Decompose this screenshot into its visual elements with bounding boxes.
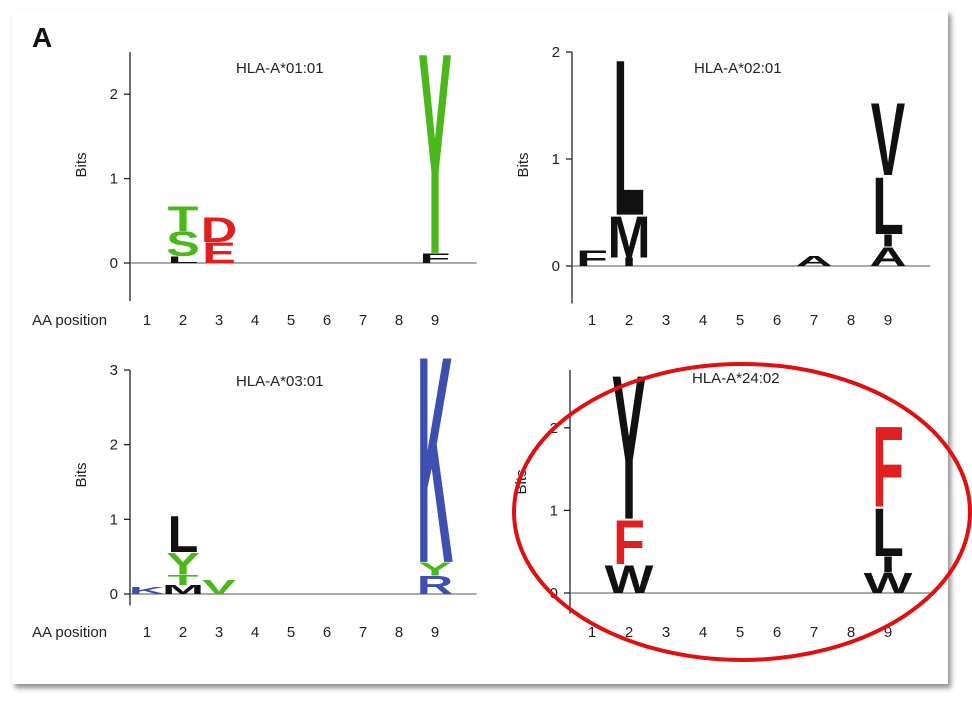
- x-tick-label: 6: [323, 312, 331, 329]
- x-tick-label: 9: [884, 312, 892, 329]
- x-tick-label: 6: [323, 624, 331, 641]
- logo-letter-t: T: [168, 200, 199, 239]
- panel-label: A: [32, 22, 53, 53]
- logo-letter-i: I: [622, 255, 636, 268]
- panel-title: HLA-A*02:01: [694, 60, 782, 77]
- figure-frame: [12, 10, 948, 684]
- panel-title: HLA-A*24:02: [692, 370, 780, 387]
- x-tick-label: 5: [736, 624, 744, 641]
- x-tick-label: 9: [431, 624, 439, 641]
- x-tick-label: 7: [810, 312, 818, 329]
- x-tick-label: 9: [431, 312, 439, 329]
- logo-letter-v: V: [202, 576, 236, 599]
- x-tick-label: 4: [251, 624, 259, 641]
- y-axis-label: Bits: [515, 152, 532, 177]
- logo-letter-y: Y: [418, 0, 452, 314]
- panel-title: HLA-A*03:01: [236, 373, 324, 390]
- logo-letter-l: L: [168, 254, 199, 265]
- logo-letter-m: M: [162, 583, 204, 597]
- y-axis-label: Bits: [73, 152, 90, 177]
- y-tick-label: 1: [110, 171, 118, 188]
- logo-letter-s: S: [166, 225, 200, 264]
- logo-letter-w: W: [864, 567, 913, 599]
- x-tick-label: 3: [662, 312, 670, 329]
- logo-letter-k: K: [129, 585, 165, 597]
- x-tick-label: 2: [179, 312, 187, 329]
- y-tick-label: 2: [110, 437, 118, 454]
- logo-letter-m: M: [607, 204, 650, 270]
- y-tick-label: 1: [552, 151, 560, 168]
- x-tick-label: 7: [810, 624, 818, 641]
- y-tick-label: 2: [110, 86, 118, 103]
- x-tick-label: 1: [588, 312, 596, 329]
- logo-letter-t: T: [168, 572, 199, 588]
- logo-panel-3: HLA-A*03:01 0 1 2 3 Bits 1 2 3 4 5 6 7 8 9 AA position K…: [32, 294, 477, 641]
- x-tick-label: 2: [625, 624, 633, 641]
- highlight-ellipse: [512, 362, 972, 662]
- logo-letter-l: L: [168, 505, 199, 563]
- y-tick-label: 0: [110, 255, 118, 272]
- x-tick-label: 5: [287, 312, 295, 329]
- x-tick-label: 1: [588, 624, 596, 641]
- y-tick-label: 0: [110, 586, 118, 603]
- logo-letter-f: F: [420, 250, 451, 266]
- logo-letter-d: D: [201, 211, 237, 250]
- y-axis-label: Bits: [73, 462, 90, 487]
- panel-title: HLA-A*01:01: [236, 60, 324, 77]
- logo-letter-w: W: [605, 557, 654, 602]
- logo-letter-r: R: [417, 571, 453, 600]
- logo-letter-y: Y: [418, 559, 452, 580]
- y-tick-label: 0: [552, 258, 560, 275]
- logo-letter-k: K: [417, 294, 453, 624]
- logo-letter-l: L: [872, 494, 904, 571]
- x-tick-label: 2: [625, 312, 633, 329]
- x-tick-label: 8: [847, 312, 855, 329]
- y-tick-label: 2: [552, 44, 560, 61]
- logo-letter-l: L: [613, 15, 645, 263]
- logo-letter-f: F: [576, 246, 608, 271]
- x-tick-label: 8: [395, 624, 403, 641]
- logo-panel-1: HLA-A*01:01 0 1 2 Bits 1 2 3 4 5 6 7 8 9 AA position LS…: [32, 0, 477, 329]
- x-tick-label: 1: [143, 312, 151, 329]
- x-axis-label: AA position: [32, 624, 107, 641]
- y-tick-label: 1: [110, 511, 118, 528]
- x-tick-label: 8: [395, 312, 403, 329]
- x-tick-label: 6: [773, 312, 781, 329]
- logo-letter-i: I: [881, 231, 895, 251]
- logo-letter-y: Y: [612, 332, 646, 562]
- x-tick-label: 6: [773, 624, 781, 641]
- x-tick-label: 2: [179, 624, 187, 641]
- x-tick-label: 4: [699, 624, 707, 641]
- x-tick-label: 7: [359, 624, 367, 641]
- logo-letter-v: V: [871, 83, 906, 198]
- logo-letter-f: F: [872, 402, 904, 531]
- x-tick-label: 3: [662, 624, 670, 641]
- x-tick-label: 5: [736, 312, 744, 329]
- logo-letter-a: A: [869, 242, 906, 272]
- logo-letter-l: L: [872, 161, 904, 252]
- x-tick-label: 3: [215, 312, 223, 329]
- logo-letter-y: Y: [166, 546, 200, 581]
- logo-letter-a: A: [795, 253, 832, 269]
- x-tick-label: 7: [359, 312, 367, 329]
- y-tick-label: 1: [550, 502, 558, 519]
- x-tick-label: 4: [699, 312, 707, 329]
- x-axis-label: AA position: [32, 312, 107, 329]
- x-tick-label: 9: [884, 624, 892, 641]
- logo-letter-e: E: [202, 237, 236, 270]
- x-tick-label: 3: [215, 624, 223, 641]
- y-tick-label: 3: [110, 362, 118, 379]
- x-tick-label: 5: [287, 624, 295, 641]
- x-tick-label: 8: [847, 624, 855, 641]
- x-tick-label: 1: [143, 624, 151, 641]
- logo-letter-f: F: [613, 508, 645, 578]
- x-tick-label: 4: [251, 312, 259, 329]
- logo-letter-i: I: [881, 552, 895, 577]
